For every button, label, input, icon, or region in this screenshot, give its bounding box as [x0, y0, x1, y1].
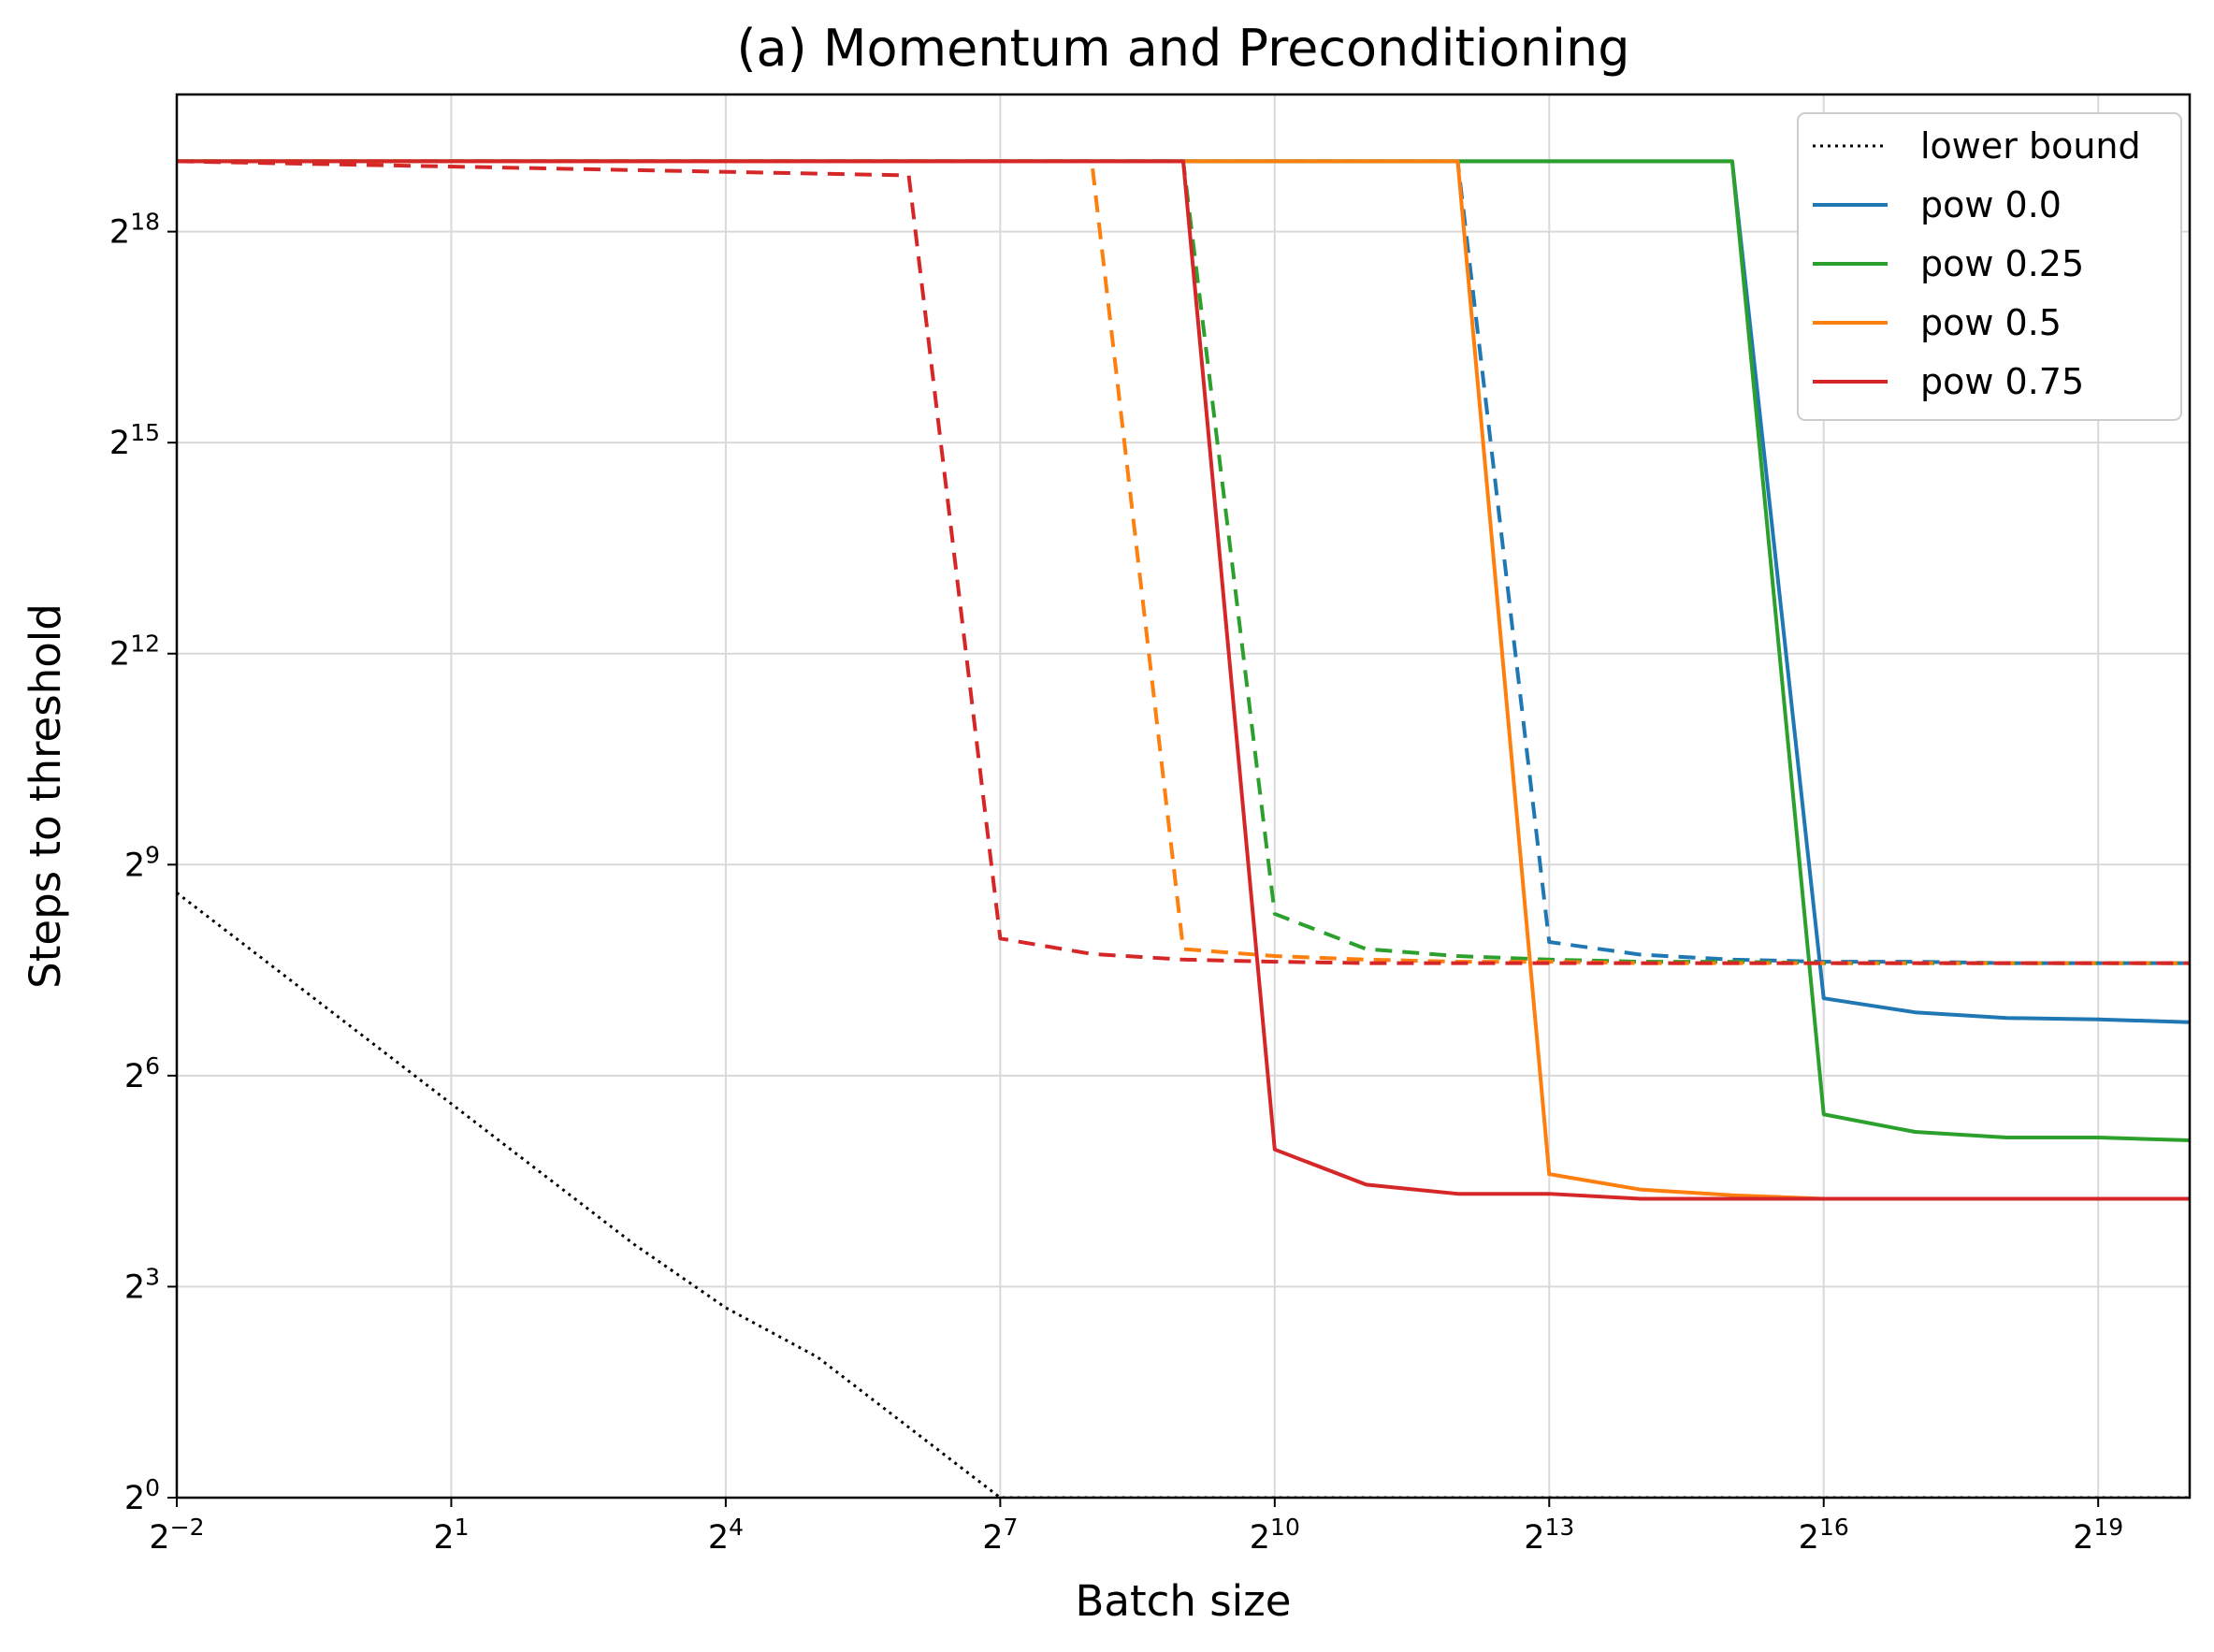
legend-label-3: pow 0.5 — [1920, 302, 2062, 343]
x-tick-label-5: 213 — [1524, 1514, 1574, 1558]
series-line-8 — [177, 159, 2190, 965]
x-tick-label-3: 27 — [982, 1514, 1018, 1558]
series — [177, 159, 2190, 1498]
x-tick-label-4: 210 — [1250, 1514, 1300, 1558]
x-axis-label: Batch size — [1076, 1576, 1292, 1626]
x-tick-label-6: 216 — [1799, 1514, 1849, 1558]
x-tick-label-0: 2−2 — [149, 1514, 204, 1558]
y-tick-label-1: 23 — [124, 1263, 160, 1307]
series-line-7 — [177, 159, 2190, 1201]
y-tick-label-5: 215 — [109, 419, 160, 463]
legend-label-2: pow 0.25 — [1920, 243, 2084, 284]
y-axis-label: Steps to threshold — [21, 603, 70, 989]
x-tick-label-7: 219 — [2073, 1514, 2123, 1558]
y-tick-label-4: 212 — [109, 630, 160, 674]
y-tick-label-6: 218 — [109, 208, 160, 252]
legend-box — [1797, 112, 2182, 421]
x-tick-label-2: 24 — [708, 1514, 744, 1558]
y-tick-label-0: 20 — [124, 1474, 160, 1518]
legend: lower bound pow 0.0 pow 0.25 pow 0.5 pow 0.7… — [1797, 112, 2182, 421]
chart-title: (a) Momentum and Preconditioning — [736, 19, 1629, 78]
axis-ticks: 2−2 21 24 27 210 213 216 219 20 23 26 29 212 215 218 — [109, 208, 2123, 1557]
y-tick-label-2: 26 — [124, 1051, 160, 1095]
legend-label-0: lower bound — [1920, 125, 2141, 167]
legend-label-1: pow 0.0 — [1920, 184, 2062, 225]
series-line-3 — [177, 159, 2190, 1143]
plot-frame — [175, 93, 2192, 1500]
legend-label-4: pow 0.75 — [1920, 361, 2084, 402]
x-tick-label-1: 21 — [433, 1514, 469, 1558]
y-tick-label-3: 29 — [124, 841, 160, 885]
